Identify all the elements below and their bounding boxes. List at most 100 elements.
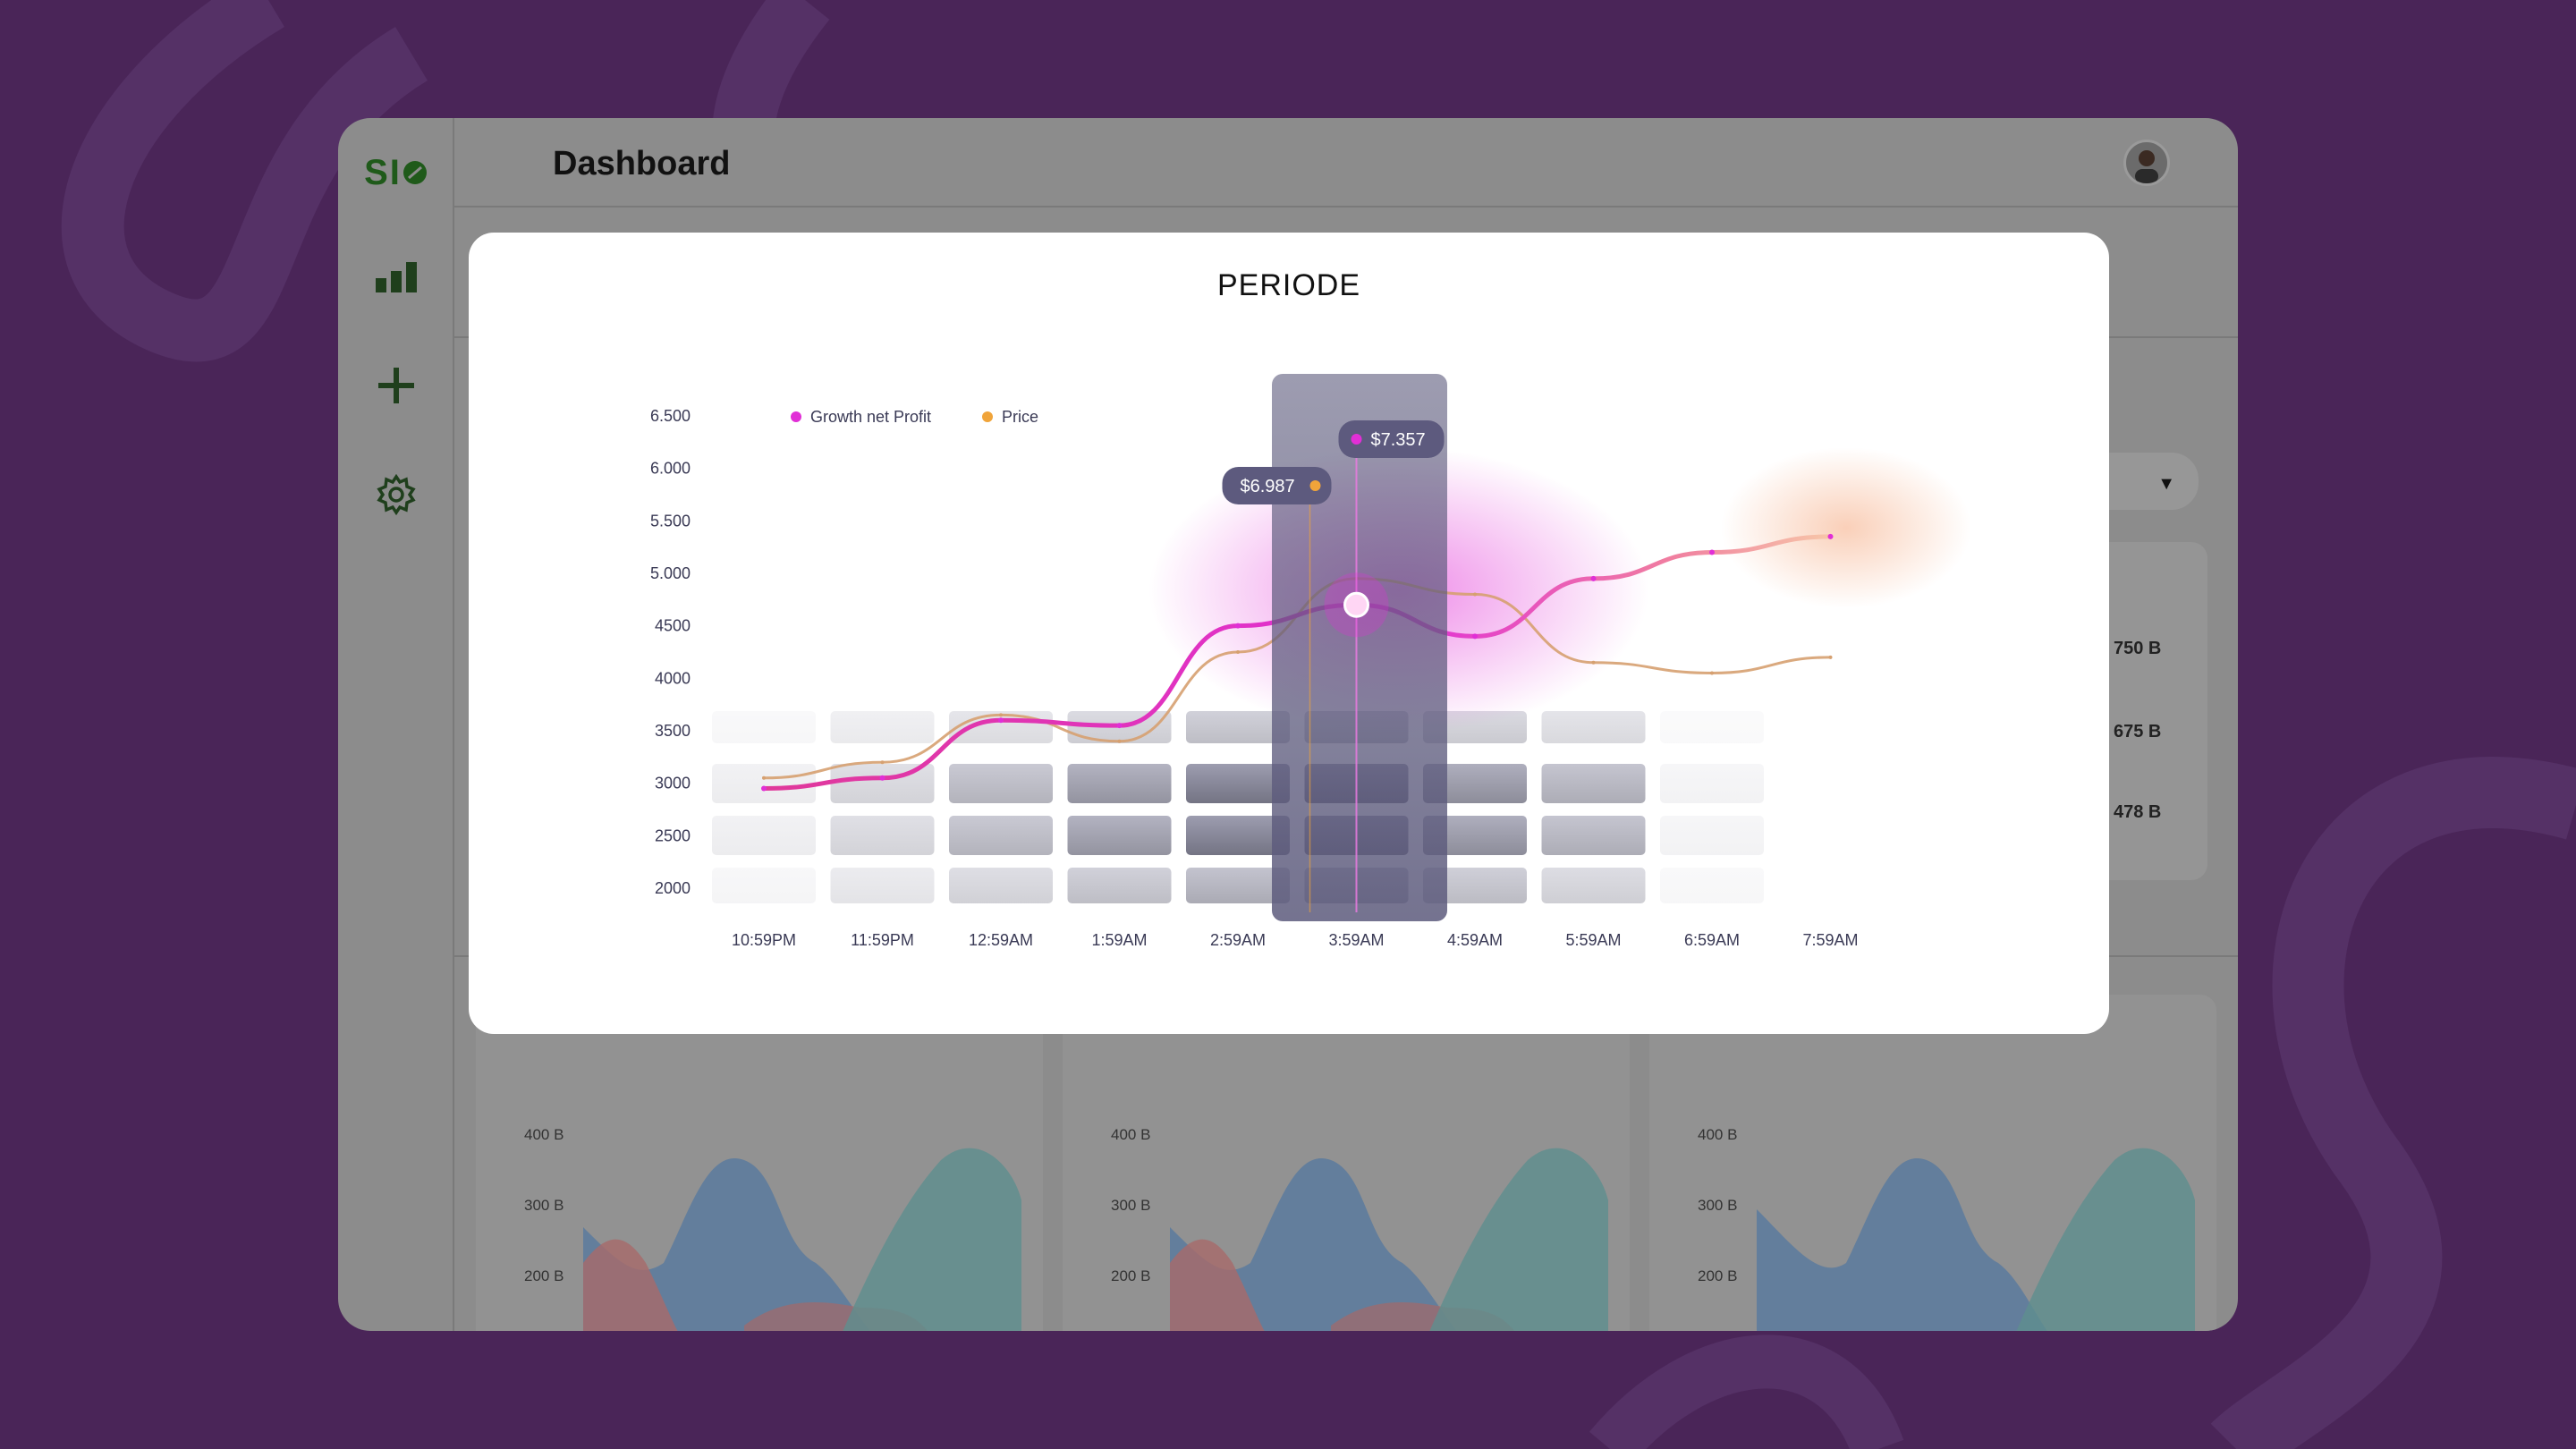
financial-position-chart: 400 B 300 B 200 B [1111,1126,1608,1331]
x-tick-label: 7:59AM [1802,931,1858,949]
background-tile [1423,816,1527,855]
y-tick: 300 B [1698,1197,1737,1214]
background-tile [1541,711,1646,743]
profit-point [879,775,886,781]
sidebar: SI [338,118,454,1331]
y-tick: 200 B [524,1267,564,1284]
financial-position-card[interactable]: Financial Position 400 B 300 B 200 B [1063,995,1630,1331]
y-tick-label: 3500 [655,722,691,740]
summary-value: 675 B [2114,722,2162,741]
chart-axes: 6.500 6.000 5.500 5.000 4500 4000 3500 3000 2500… [650,407,1859,949]
profit-point [1590,575,1597,581]
y-tick: 200 B [1111,1267,1150,1284]
y-tick-label: 2500 [655,826,691,844]
background-tiles [712,711,1764,903]
profit-point [1116,723,1123,729]
summary-value: 750 B [2114,639,2162,658]
price-point [762,775,766,780]
x-tick-label: 12:59AM [969,931,1033,949]
x-tick-label: 10:59PM [732,931,796,949]
background-tile [830,816,935,855]
hover-band[interactable] [1272,374,1447,921]
background-tile [1541,868,1646,903]
y-tick: 300 B [524,1197,564,1214]
bar-chart-icon [376,262,417,292]
background-tile [949,764,1053,803]
chart-overlay [1309,420,1389,912]
background-tile [1423,764,1527,803]
leaf-icon [402,161,427,184]
y-tick-label: 2000 [655,879,691,897]
income-statement-card[interactable]: Income Statement 400 B 300 B 200 B [476,995,1043,1331]
sidebar-item-analytics[interactable] [338,245,454,308]
warm-glow [1721,447,1971,608]
background-tile [830,711,935,743]
legend-dot [982,411,993,422]
background-tile [712,764,816,803]
background-tile [1186,868,1290,903]
y-tick: 400 B [524,1126,564,1143]
price-point [1828,655,1833,659]
background-tile [949,868,1053,903]
tooltip-dot [1351,434,1362,445]
logo-text: SI [364,152,402,192]
dividend-card[interactable]: Devidend 400 B 300 B 200 B [1649,995,2216,1331]
background-tile [1660,764,1764,803]
y-tick-label: 4500 [655,617,691,635]
profit-point [998,717,1004,724]
profit-point [1235,623,1241,629]
x-tick-label: 3:59AM [1328,931,1384,949]
page-title: Dashboard [553,145,731,182]
tooltip-box [1338,420,1445,458]
x-tick-label: 1:59AM [1091,931,1147,949]
background-tile [1186,764,1290,803]
background-tile [1660,868,1764,903]
modal-title: PERIODE [1216,268,1361,302]
tooltip-dot [1309,480,1321,491]
profit-point [1472,633,1478,640]
background-tile [949,816,1053,855]
x-tick-label: 4:59AM [1447,931,1503,949]
highlight-point [1343,591,1369,618]
chart-tooltips: $7.357 $6.987 [1222,420,1445,504]
y-tick-label: 6.000 [650,460,691,478]
plus-icon [378,368,414,403]
background-tile [1067,816,1172,855]
sidebar-item-add[interactable] [338,354,454,417]
background-tile [1067,764,1172,803]
avatar-icon [2135,150,2158,183]
tooltip-value: $6.987 [1241,477,1295,496]
sidebar-item-settings[interactable] [338,463,454,526]
background-tile [1660,816,1764,855]
logo[interactable]: SI [338,141,454,204]
income-statement-chart: 400 B 300 B 200 B [524,1126,1021,1331]
price-point [1591,660,1596,665]
price-point [1473,592,1477,597]
legend-label: Price [1002,408,1038,426]
user-avatar[interactable] [2123,140,2170,186]
background-tile [1423,868,1527,903]
chevron-down-icon: ▼ [2157,474,2175,494]
background-tile [712,711,816,743]
background-tile [712,816,816,855]
periode-chart[interactable]: 6.500 6.000 5.500 5.000 4500 4000 3500 3000 2500… [469,233,2109,1034]
summary-value: 478 B [2114,802,2162,822]
y-tick-label: 5.500 [650,512,691,530]
price-point [1117,739,1122,743]
price-point [999,713,1003,717]
gear-icon [377,474,416,515]
background-tile [1067,868,1172,903]
background-tile [1186,816,1290,855]
profit-point [1709,549,1715,555]
y-tick: 200 B [1698,1267,1737,1284]
background-tile [1541,816,1646,855]
chart-legend: Growth net Profit Price [791,408,1038,426]
background-tile [1660,711,1764,743]
x-tick-label: 5:59AM [1565,931,1621,949]
x-tick-label: 11:59PM [851,931,914,949]
background-tile [712,868,816,903]
tooltip-box [1222,467,1332,504]
dividend-chart: 400 B 300 B 200 B [1698,1126,2195,1331]
profit-point [761,785,767,792]
price-point [1710,671,1714,675]
